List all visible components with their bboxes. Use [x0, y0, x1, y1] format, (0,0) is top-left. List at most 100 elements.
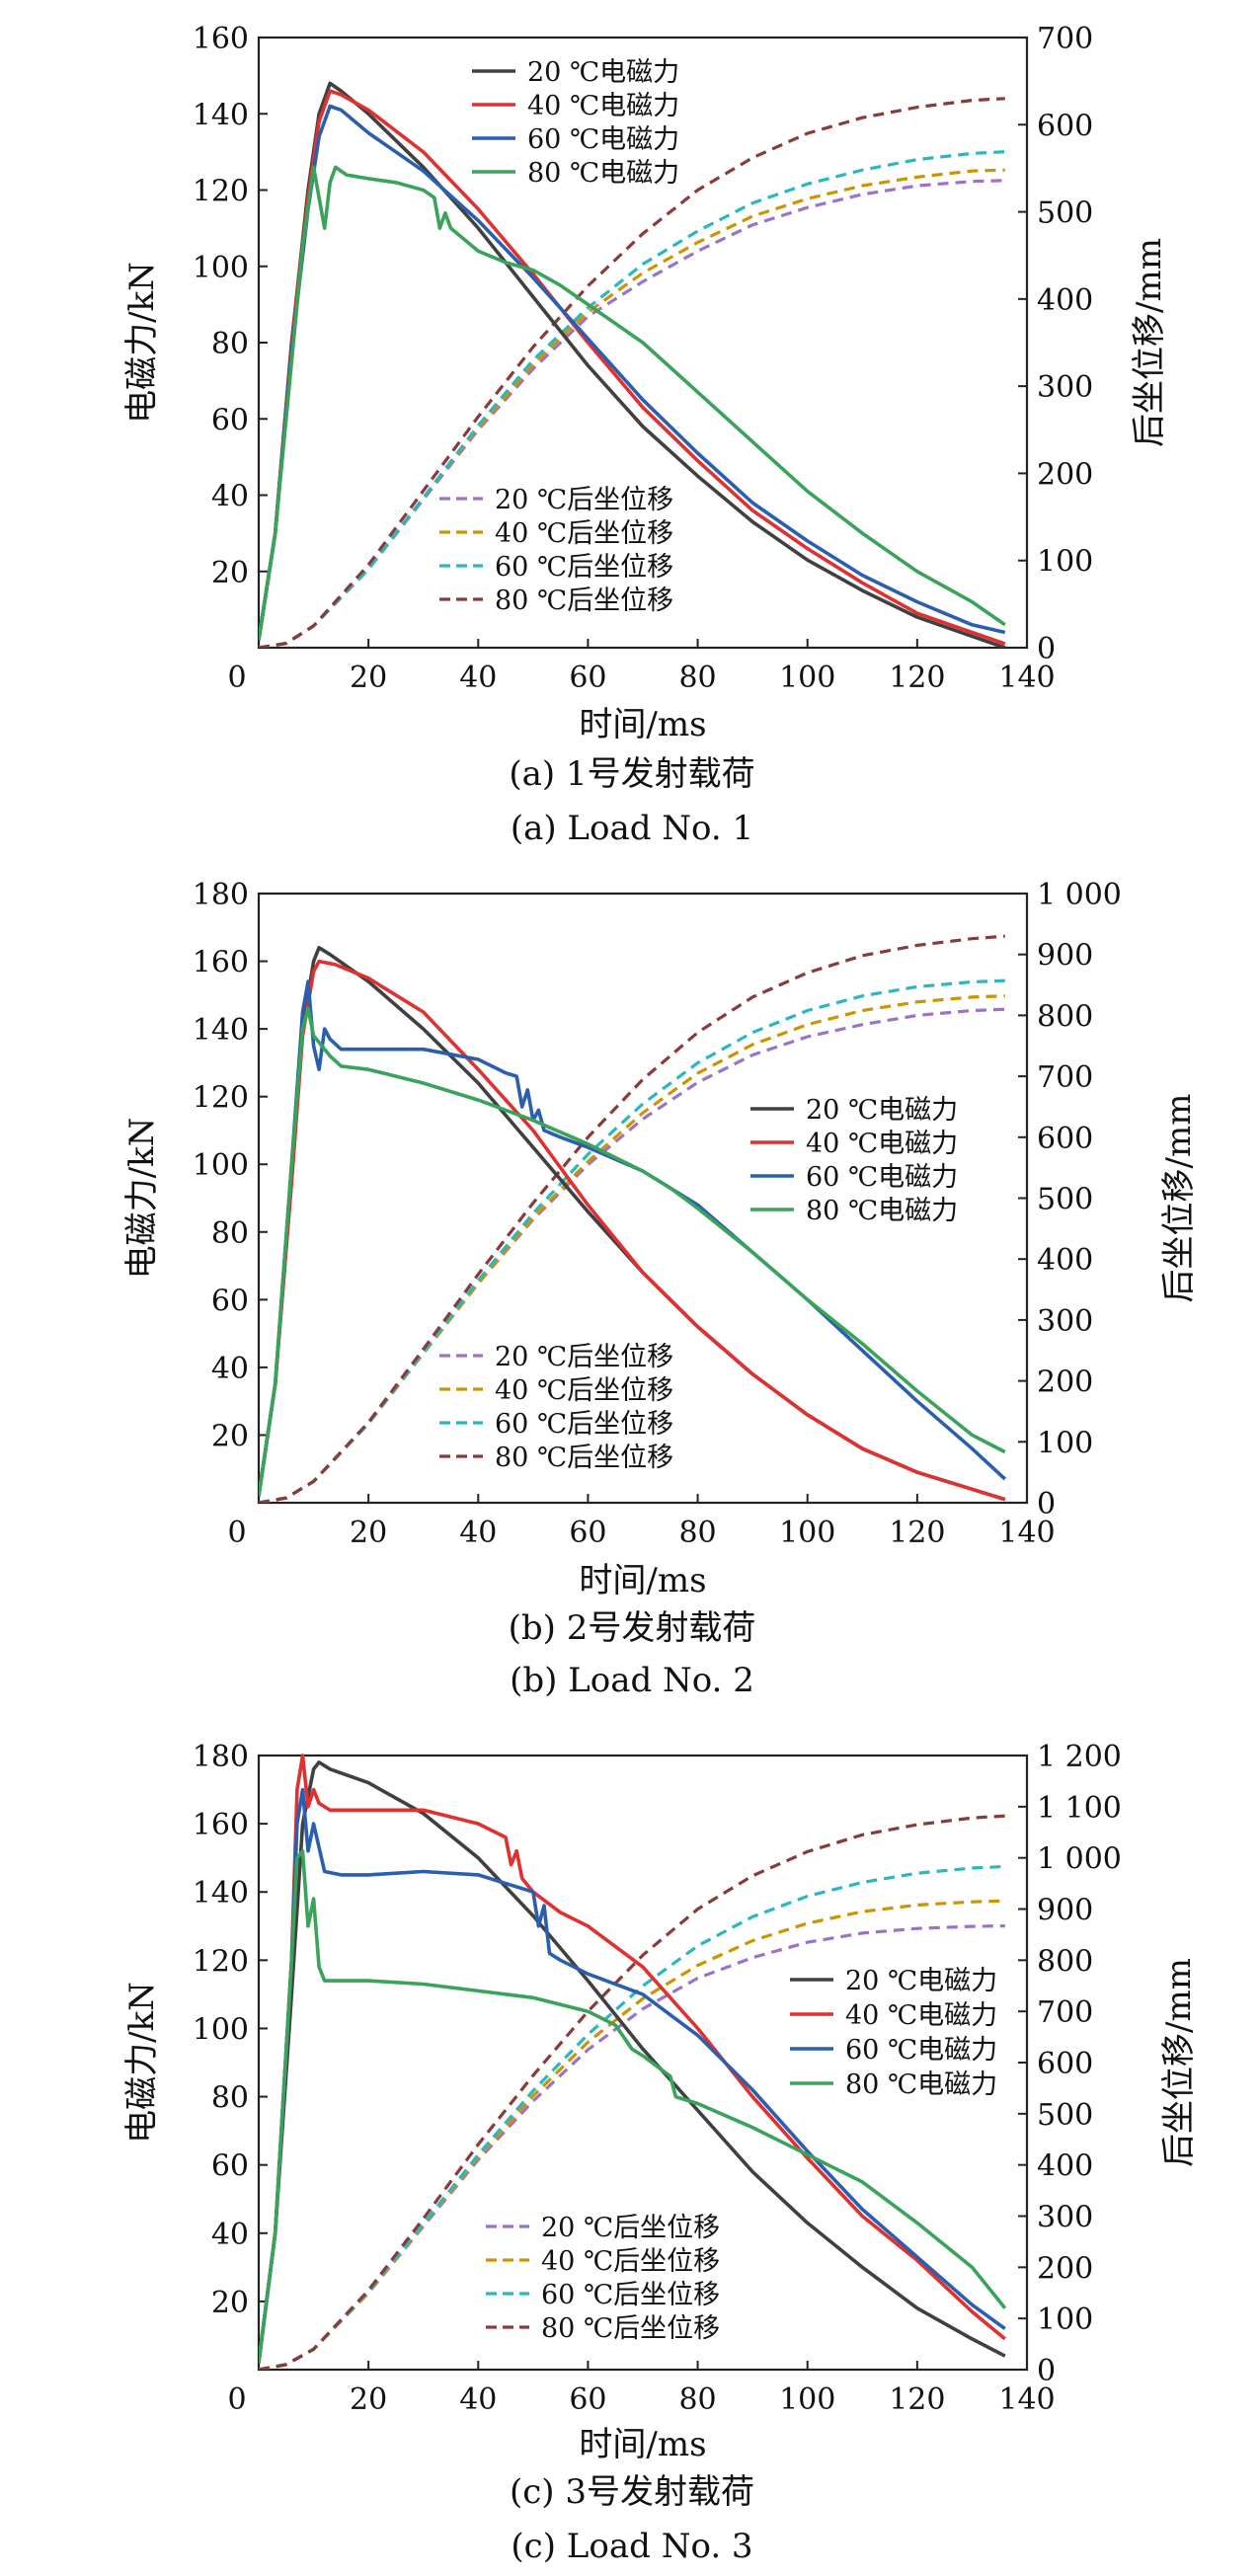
y-left-axis-label: 电磁力/kN — [122, 262, 162, 424]
y-right-tick-label: 100 — [1037, 2303, 1093, 2337]
legend-label-force: 80 ℃电磁力 — [845, 2069, 997, 2100]
legend-label-force: 80 ℃电磁力 — [527, 158, 679, 189]
legend-label-force: 20 ℃电磁力 — [806, 1095, 958, 1126]
y-right-tick-label: 200 — [1037, 2251, 1093, 2286]
caption-en: (a) Load No. 1 — [511, 809, 753, 848]
legend-label-force: 60 ℃电磁力 — [806, 1162, 958, 1193]
y-left-tick-label: 20 — [211, 556, 249, 590]
y-left-tick-label: 60 — [211, 1284, 249, 1318]
y-right-tick-label: 600 — [1037, 109, 1093, 143]
legend-label-force: 40 ℃电磁力 — [845, 2000, 997, 2031]
y-left-tick-label: 140 — [193, 98, 249, 132]
x-tick-label: 100 — [779, 2382, 835, 2417]
y-right-tick-label: 700 — [1037, 22, 1093, 56]
series-line-displacement-2 — [259, 994, 1005, 1503]
legend-label-displacement: 60 ℃后坐位移 — [541, 2280, 720, 2310]
y-right-tick-label: 1 200 — [1037, 1740, 1122, 1774]
series-line-displacement-3 — [259, 150, 1005, 648]
x-tick-label: 40 — [459, 2382, 497, 2417]
y-right-axis-label: 后坐位移/mm — [1159, 1958, 1199, 2167]
x-tick-label: 80 — [678, 2382, 716, 2417]
legend-label-force: 40 ℃电磁力 — [527, 91, 679, 121]
series-line-force-2 — [259, 1754, 1006, 2364]
y-right-tick-label: 100 — [1037, 545, 1093, 580]
x-tick-label: 20 — [350, 1516, 387, 1550]
legend-label-displacement: 20 ℃后坐位移 — [495, 485, 673, 515]
x-tick-label: 20 — [350, 2382, 387, 2417]
series-line-displacement-1 — [259, 179, 1005, 648]
series-line-displacement-1 — [259, 1007, 1005, 1503]
series-line-displacement-4 — [259, 934, 1005, 1503]
y-right-tick-label: 800 — [1037, 999, 1093, 1034]
series-line-force-4 — [259, 1849, 1007, 2364]
y-right-tick-label: 800 — [1037, 1944, 1093, 1979]
legend-label-force: 60 ℃电磁力 — [527, 124, 679, 155]
y-right-tick-label: 500 — [1037, 1183, 1093, 1217]
series-line-displacement-3 — [259, 978, 1005, 1503]
y-right-tick-label: 700 — [1037, 1060, 1093, 1095]
legend-label-displacement: 40 ℃后坐位移 — [541, 2246, 720, 2277]
x-tick-label: 120 — [889, 1516, 945, 1550]
x-tick-label: 80 — [678, 1516, 716, 1550]
y-left-tick-label: 100 — [193, 251, 249, 285]
y-right-tick-label: 500 — [1037, 2098, 1093, 2133]
x-tick-label: 60 — [569, 661, 606, 695]
legend-label-displacement: 60 ℃后坐位移 — [495, 1409, 673, 1440]
y-right-tick-label: 0 — [1037, 2354, 1056, 2388]
x-tick-label: 80 — [678, 661, 716, 695]
legend-label-displacement: 40 ℃后坐位移 — [495, 1375, 673, 1406]
legend-label-force: 60 ℃电磁力 — [845, 2035, 997, 2066]
y-right-axis-label: 后坐位移/mm — [1130, 238, 1169, 447]
x-tick-label: 120 — [889, 2382, 945, 2417]
y-left-tick-label: 180 — [193, 1740, 249, 1774]
y-left-tick-label: 140 — [193, 1876, 249, 1911]
y-right-tick-label: 700 — [1037, 1995, 1093, 2030]
y-left-axis-label: 电磁力/kN — [122, 1118, 162, 1280]
y-left-tick-label: 160 — [193, 22, 249, 56]
y-right-tick-label: 100 — [1037, 1426, 1093, 1460]
y-left-tick-label: 60 — [211, 2149, 249, 2184]
legend-label-displacement: 40 ℃后坐位移 — [495, 518, 673, 549]
x-tick-label: 0 — [227, 2382, 246, 2417]
y-left-tick-label: 60 — [211, 403, 249, 437]
caption-en: (c) Load No. 3 — [511, 2527, 752, 2566]
y-right-tick-label: 200 — [1037, 457, 1093, 492]
x-tick-label: 100 — [779, 1516, 835, 1550]
legend-label-displacement: 80 ℃后坐位移 — [495, 585, 673, 616]
y-left-tick-label: 160 — [193, 946, 249, 980]
y-right-tick-label: 500 — [1037, 196, 1093, 231]
y-right-tick-label: 400 — [1037, 2149, 1093, 2184]
y-left-tick-label: 100 — [193, 1148, 249, 1183]
y-left-tick-label: 80 — [211, 327, 249, 361]
series-line-force-4 — [259, 1006, 1006, 1497]
y-right-tick-label: 900 — [1037, 939, 1093, 974]
caption-cn: (c) 3号发射载荷 — [510, 2472, 754, 2512]
y-left-tick-label: 40 — [211, 2218, 249, 2252]
legend-label-displacement: 80 ℃后坐位移 — [495, 1443, 673, 1473]
legend-label-force: 20 ℃电磁力 — [845, 1966, 997, 1996]
x-tick-label: 60 — [569, 2382, 606, 2417]
y-right-tick-label: 1 000 — [1037, 878, 1122, 912]
y-left-tick-label: 100 — [193, 2012, 249, 2047]
x-tick-label: 60 — [569, 1516, 606, 1550]
legend-label-force: 80 ℃电磁力 — [806, 1196, 958, 1226]
x-tick-label: 0 — [227, 1516, 246, 1550]
x-tick-label: 120 — [889, 661, 945, 695]
y-right-tick-label: 200 — [1037, 1366, 1093, 1400]
y-left-tick-label: 120 — [193, 1944, 249, 1979]
y-left-tick-label: 140 — [193, 1013, 249, 1048]
series-line-force-3 — [259, 1787, 1006, 2364]
y-left-tick-label: 80 — [211, 2081, 249, 2116]
y-right-tick-label: 600 — [1037, 2047, 1093, 2081]
y-left-tick-label: 180 — [193, 878, 249, 912]
y-left-tick-label: 120 — [193, 1081, 249, 1116]
panel-1 — [257, 36, 1029, 650]
x-tick-label: 140 — [998, 661, 1055, 695]
x-axis-label: 时间/ms — [579, 705, 706, 744]
legend-label-force: 20 ℃电磁力 — [527, 57, 679, 88]
y-right-tick-label: 0 — [1037, 632, 1056, 666]
caption-cn: (a) 1号发射载荷 — [509, 754, 754, 794]
x-axis-label: 时间/ms — [579, 1561, 706, 1600]
caption-en: (b) Load No. 2 — [510, 1661, 754, 1700]
